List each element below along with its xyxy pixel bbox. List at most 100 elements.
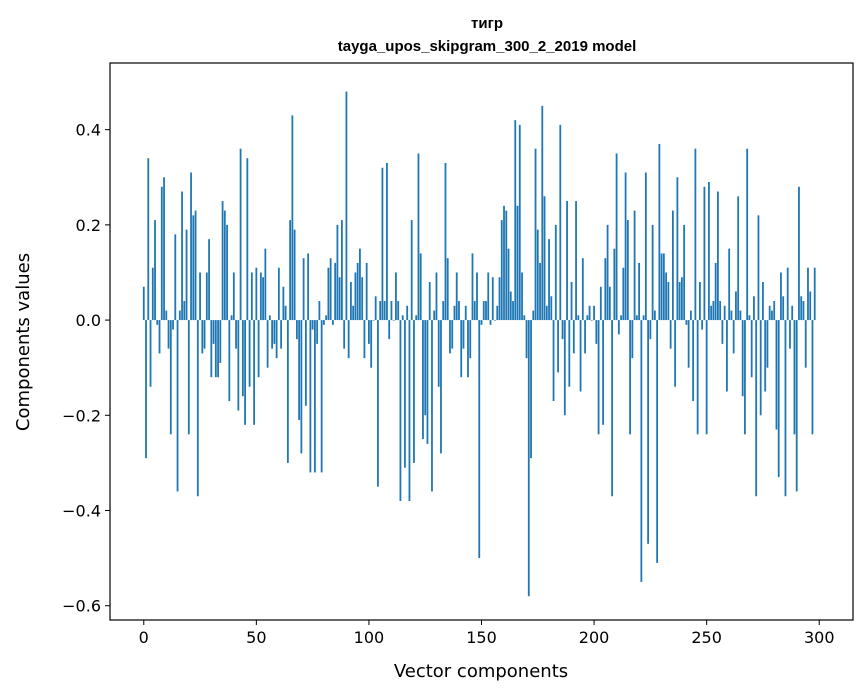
bar bbox=[532, 310, 535, 321]
bar bbox=[642, 315, 645, 321]
bar bbox=[307, 253, 310, 321]
bar bbox=[160, 186, 163, 321]
bar bbox=[491, 277, 494, 321]
x-tick-label: 200 bbox=[579, 628, 610, 647]
bar bbox=[187, 320, 190, 435]
bar bbox=[559, 124, 562, 321]
bar bbox=[181, 191, 183, 321]
bar bbox=[676, 177, 679, 321]
bar bbox=[714, 262, 717, 321]
bar bbox=[399, 320, 402, 501]
bar bbox=[176, 320, 179, 492]
bar bbox=[232, 272, 235, 321]
bar bbox=[505, 210, 508, 321]
bar bbox=[185, 229, 188, 321]
bar bbox=[446, 258, 449, 321]
y-axis-ticks: −0.6 −0.4 −0.2 0.0 0.2 0.4 bbox=[62, 121, 110, 616]
bar bbox=[239, 148, 242, 321]
bar bbox=[780, 272, 782, 321]
bar bbox=[392, 320, 395, 321]
bar bbox=[219, 320, 222, 363]
y-tick-label: 0.4 bbox=[76, 121, 101, 140]
bar bbox=[712, 301, 715, 321]
bar bbox=[460, 320, 463, 378]
bar bbox=[404, 320, 406, 468]
bar bbox=[566, 201, 568, 321]
bar bbox=[705, 320, 708, 435]
bar bbox=[748, 315, 751, 321]
bar bbox=[241, 320, 244, 397]
bar bbox=[518, 124, 521, 321]
bar bbox=[302, 258, 305, 321]
bar bbox=[656, 320, 659, 563]
bar bbox=[246, 158, 249, 321]
y-tick-label: −0.4 bbox=[62, 502, 101, 521]
bar bbox=[266, 320, 269, 368]
bar bbox=[759, 320, 762, 416]
bar bbox=[309, 320, 312, 473]
bar bbox=[615, 153, 618, 321]
bar bbox=[365, 262, 368, 321]
bar bbox=[458, 301, 460, 321]
bar bbox=[680, 277, 683, 321]
bar bbox=[462, 320, 465, 349]
bar bbox=[435, 272, 438, 321]
bar bbox=[320, 320, 323, 473]
bar bbox=[237, 320, 240, 411]
bar bbox=[408, 320, 411, 501]
bar bbox=[575, 201, 577, 321]
bar bbox=[771, 310, 773, 321]
bar bbox=[401, 315, 404, 321]
bar bbox=[687, 320, 690, 368]
bar bbox=[354, 272, 357, 321]
bar bbox=[793, 320, 796, 435]
bar bbox=[145, 320, 147, 459]
bar bbox=[329, 258, 332, 321]
bar bbox=[424, 320, 427, 416]
bar bbox=[572, 320, 575, 354]
bar bbox=[291, 115, 294, 321]
bar bbox=[683, 224, 686, 321]
x-tick-label: 50 bbox=[246, 628, 266, 647]
bar bbox=[271, 320, 274, 349]
bar bbox=[660, 253, 663, 321]
x-axis-label: Vector components bbox=[394, 661, 568, 682]
bar bbox=[798, 186, 800, 321]
bar bbox=[620, 315, 622, 321]
bar bbox=[753, 296, 755, 321]
bar bbox=[370, 320, 373, 368]
bar bbox=[228, 320, 231, 402]
bar bbox=[719, 301, 722, 321]
bar bbox=[599, 286, 602, 321]
bar bbox=[433, 310, 436, 321]
bar bbox=[608, 286, 611, 321]
x-axis-ticks: 0 50 100 150 200 250 300 bbox=[139, 620, 835, 647]
bar bbox=[807, 267, 809, 321]
bar bbox=[201, 320, 204, 354]
bar bbox=[568, 320, 571, 387]
bar bbox=[327, 267, 330, 321]
bar bbox=[514, 120, 517, 321]
bar bbox=[665, 272, 668, 321]
bar bbox=[708, 182, 710, 321]
bar bbox=[257, 320, 260, 378]
bar bbox=[192, 215, 195, 321]
bar bbox=[313, 320, 316, 473]
y-tick-label: −0.6 bbox=[62, 597, 101, 616]
bar bbox=[557, 320, 559, 373]
plot-frame bbox=[109, 62, 854, 621]
bar bbox=[588, 305, 591, 321]
bar bbox=[595, 320, 598, 344]
bar bbox=[174, 234, 177, 321]
bar bbox=[710, 305, 713, 321]
bar bbox=[379, 301, 382, 321]
bar bbox=[208, 239, 210, 321]
bar bbox=[147, 158, 150, 321]
bar bbox=[318, 301, 321, 321]
chart-title: тигр bbox=[471, 15, 503, 32]
bar bbox=[442, 301, 445, 321]
bar bbox=[633, 210, 636, 321]
bar bbox=[316, 320, 319, 344]
bar bbox=[167, 320, 170, 349]
